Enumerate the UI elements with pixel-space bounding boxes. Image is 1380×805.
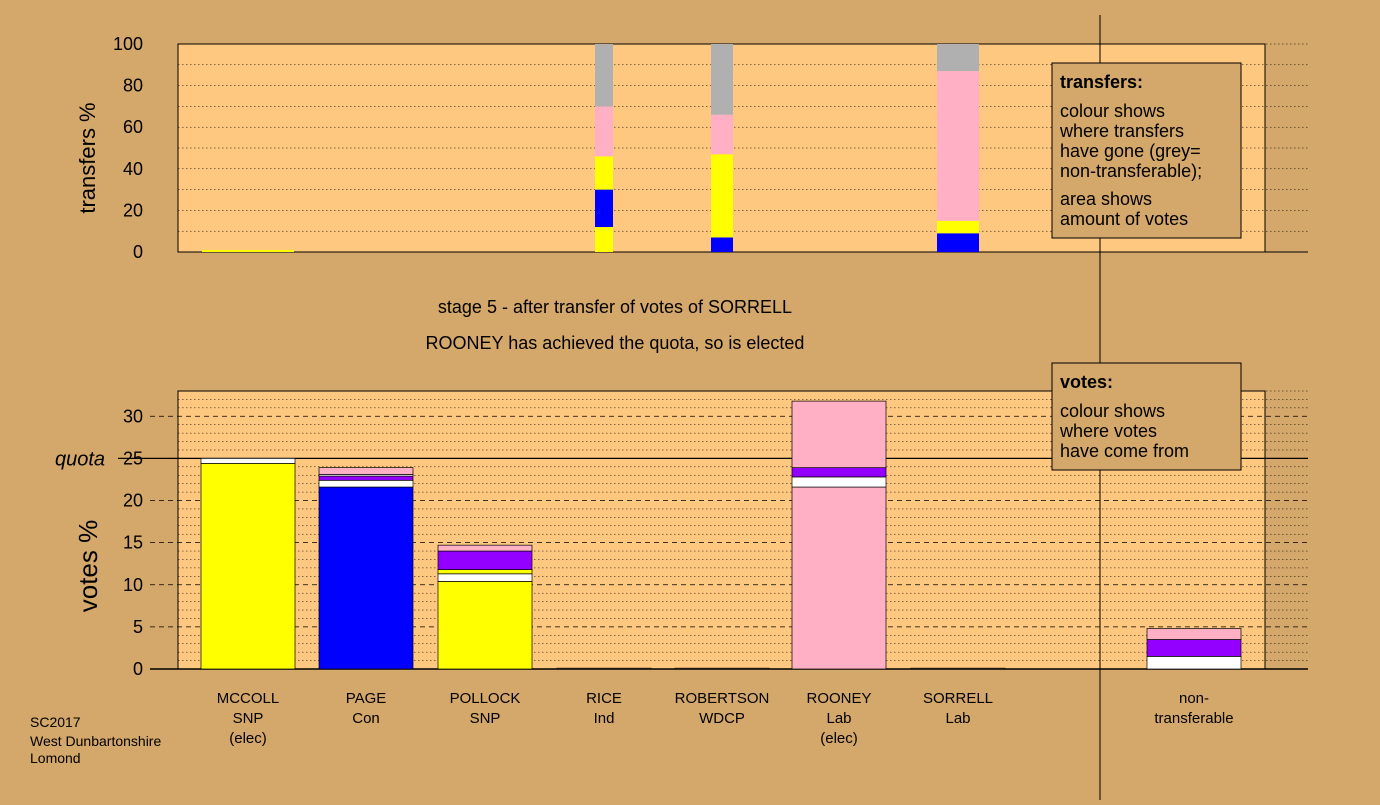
votes-y-tick-label: 5 [133, 617, 143, 637]
transfers-y-tick-label: 100 [113, 34, 143, 54]
candidate-label-line: Lab [945, 710, 970, 727]
transfers-y-tick-label: 40 [123, 159, 143, 179]
legend-line: where votes [1059, 421, 1157, 441]
legend-title: transfers: [1060, 72, 1143, 92]
candidate-label-line: Lab [826, 710, 851, 727]
candidate-label-line: Ind [594, 710, 615, 727]
legend-line: amount of votes [1060, 209, 1188, 229]
candidate-label-line: SORRELL [923, 690, 993, 707]
votes-bar-segment [437, 581, 533, 670]
candidate-label-line: WDCP [699, 710, 745, 727]
legend-line: colour shows [1060, 401, 1165, 421]
transfers-bar-segment [937, 44, 979, 72]
transfers-y-axis-label: transfers % [75, 102, 100, 213]
transfers-bar-segment [595, 106, 613, 157]
candidate-label-line: Con [352, 710, 380, 727]
legend-line: area shows [1060, 189, 1152, 209]
votes-bar-segment [437, 550, 533, 570]
legend-line: colour shows [1060, 101, 1165, 121]
transfers-bar-segment [937, 233, 979, 252]
votes-bar-segment [910, 667, 1006, 670]
votes-bar-segment [674, 667, 770, 670]
candidate-label-line: (elec) [229, 730, 267, 747]
candidate-label-line: RICE [586, 690, 622, 707]
candidate-label-line: ROONEY [806, 690, 871, 707]
candidate-label-line: non- [1179, 690, 1209, 707]
transfers-y-tick-label: 20 [123, 200, 143, 220]
legend-line: where transfers [1059, 121, 1184, 141]
transfers-bar-segment [711, 237, 733, 252]
transfers-y-tick-label: 0 [133, 242, 143, 262]
legend-line: have come from [1060, 441, 1189, 461]
votes-y-axis-label: votes % [73, 520, 103, 613]
transfers-bar-segment [711, 154, 733, 238]
votes-bar-segment [318, 479, 414, 488]
candidate-label-line: SNP [470, 710, 501, 727]
candidate-label-line: (elec) [820, 730, 858, 747]
candidate-label-line: POLLOCK [450, 690, 521, 707]
votes-bar-segment [437, 544, 533, 552]
votes-bar-segment [1146, 639, 1242, 657]
legend-box [1051, 62, 1242, 239]
transfers-bar-segment [595, 156, 613, 190]
legend-box [1051, 362, 1242, 471]
footer-line-3: Lomond [30, 750, 81, 766]
votes-bar-segment [1146, 656, 1242, 670]
transfers-bar-segment [711, 44, 733, 115]
votes-bar-segment [200, 458, 296, 464]
stage-title: stage 5 - after transfer of votes of SOR… [438, 297, 792, 317]
votes-y-tick-label: 0 [133, 659, 143, 679]
candidate-label-line: PAGE [346, 690, 387, 707]
legend-line: have gone (grey= [1060, 141, 1201, 161]
votes-bar-segment [200, 463, 296, 670]
votes-bar-segment [791, 486, 887, 670]
votes-bar-segment [791, 476, 887, 488]
transfers-bar-segment [595, 189, 613, 228]
votes-bar-segment [437, 573, 533, 582]
votes-bar-segment [437, 569, 533, 575]
transfers-bar-segment [937, 220, 979, 234]
quota-label: quota [55, 448, 105, 470]
transfers-bar-segment [711, 114, 733, 155]
stage-subtitle: ROONEY has achieved the quota, so is ele… [426, 333, 805, 353]
footer-line-1: SC2017 [30, 714, 81, 730]
candidate-label-line: transferable [1154, 710, 1233, 727]
transfers-bar-segment [937, 71, 979, 221]
votes-y-tick-label: 10 [123, 575, 143, 595]
legend-title: votes: [1060, 372, 1113, 392]
transfers-bar-segment [595, 227, 613, 252]
votes-y-tick-label: 15 [123, 533, 143, 553]
transfers-y-tick-label: 60 [123, 117, 143, 137]
votes-bar-segment [318, 486, 414, 670]
votes-y-tick-label: 30 [123, 406, 143, 426]
candidate-label-line: SNP [233, 710, 264, 727]
transfers-bar-segment [202, 249, 294, 252]
votes-bar-segment [791, 400, 887, 469]
votes-y-tick-label: 20 [123, 491, 143, 511]
votes-bar-segment [318, 467, 414, 475]
transfers-bar-segment [595, 44, 613, 107]
votes-bar-segment [791, 467, 887, 478]
transfers-y-tick-label: 80 [123, 76, 143, 96]
votes-bar-segment [318, 475, 414, 481]
votes-bar-segment [556, 667, 652, 670]
candidate-label-line: ROBERTSON [675, 690, 770, 707]
footer-line-2: West Dunbartonshire [30, 733, 161, 749]
legend-line: non-transferable); [1060, 161, 1202, 181]
votes-bar-segment [1146, 628, 1242, 640]
candidate-label-line: MCCOLL [217, 690, 280, 707]
